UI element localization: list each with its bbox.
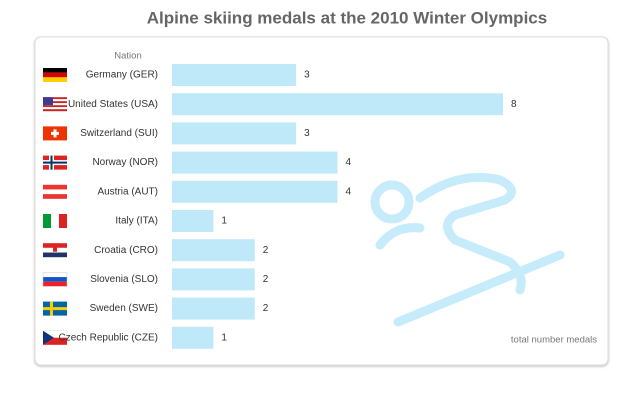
flag-part [43, 194, 67, 199]
x-axis-label: total number medals [511, 335, 597, 346]
y-tick-label: Italy (ITA) [115, 216, 158, 227]
flag-icon [43, 126, 67, 141]
flag-part [43, 72, 67, 78]
flag-icon [43, 184, 67, 199]
flag-part [43, 330, 54, 345]
y-tick-label: Germany (GER) [86, 70, 158, 81]
flag-part [43, 184, 67, 190]
value-label: 3 [304, 128, 310, 139]
bar [172, 64, 297, 86]
flag-part [43, 77, 67, 82]
y-tick-label: United States (USA) [68, 99, 158, 110]
y-tick-label: Norway (NOR) [92, 157, 158, 168]
y-tick-label: Croatia (CRO) [94, 245, 158, 256]
flag-part [51, 214, 59, 228]
flag-part [43, 277, 67, 282]
chart-title: Alpine skiing medals at the 2010 Winter … [147, 8, 547, 27]
flag-icon [43, 214, 67, 228]
flag-part [43, 68, 67, 73]
flag-part [43, 214, 51, 228]
y-tick-label: Sweden (SWE) [90, 303, 158, 314]
bar [172, 93, 503, 116]
bar [172, 297, 255, 320]
flag-part [43, 161, 67, 164]
flag-part [59, 214, 67, 228]
flag-part [43, 107, 67, 110]
y-tick-label: Czech Republic (CZE) [59, 332, 158, 343]
bar [172, 122, 297, 145]
bar [172, 326, 214, 349]
flag-part [43, 252, 67, 258]
y-tick-label: Austria (AUT) [97, 186, 158, 197]
flag-icon [43, 155, 67, 170]
value-label: 3 [304, 70, 310, 81]
value-label: 2 [263, 245, 269, 256]
flag-icon [43, 97, 67, 112]
value-label: 4 [346, 186, 352, 197]
flag-part [43, 97, 53, 106]
y-tick-label: Slovenia (SLO) [90, 274, 158, 285]
value-label: 2 [263, 274, 269, 285]
flag-part [42, 272, 68, 287]
y-axis-label: Nation [114, 51, 141, 62]
bar [172, 239, 255, 262]
flag-part [43, 97, 67, 100]
bar [172, 180, 338, 203]
flag-part [43, 307, 67, 311]
value-label: 1 [221, 216, 227, 227]
flag-icon [42, 330, 68, 345]
flag-icon [43, 243, 67, 258]
flag-part [43, 272, 67, 278]
y-tick-label: Switzerland (SUI) [80, 128, 158, 139]
flag-part [43, 99, 67, 102]
flag-part [43, 337, 67, 345]
value-label: 2 [263, 303, 269, 314]
bar [172, 210, 214, 232]
flag-part [53, 246, 57, 252]
value-label: 4 [346, 157, 352, 168]
flag-part [43, 101, 67, 104]
bar [172, 151, 338, 174]
flag-icon [43, 301, 67, 316]
flag-part [43, 105, 67, 108]
value-label: 1 [221, 332, 227, 343]
value-label: 8 [511, 99, 517, 110]
flag-part [43, 281, 67, 287]
flag-icon [43, 68, 67, 82]
flag-part [43, 103, 67, 106]
bar [172, 268, 255, 291]
skier-icon [370, 172, 565, 327]
flag-part [43, 243, 67, 248]
flag-icon [42, 272, 68, 287]
flag-part [43, 109, 67, 112]
flag-part [43, 189, 67, 195]
flag-part [51, 131, 59, 135]
